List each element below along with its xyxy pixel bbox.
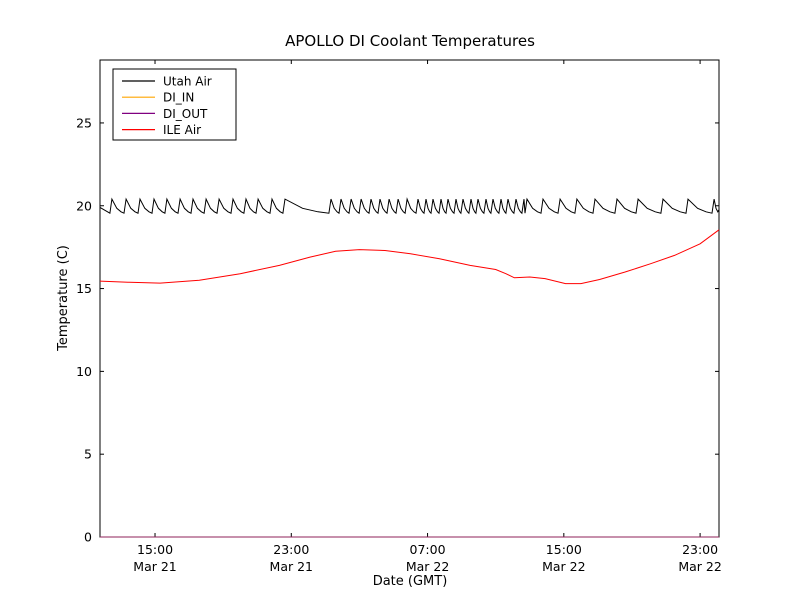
legend-item-ile-air: ILE Air — [122, 123, 201, 137]
y-tick-label: 5 — [84, 447, 92, 462]
x-tick-label-date: Mar 21 — [270, 559, 313, 574]
legend-label-utah-air: Utah Air — [163, 75, 212, 89]
x-tick-label-date: Mar 22 — [542, 559, 585, 574]
ile-air-line — [99, 229, 720, 285]
x-tick-label-time: 15:00 — [546, 542, 582, 557]
plot-lines — [99, 197, 720, 538]
axis-ticks: 15:00 Mar 21 23:00 Mar 21 07:00 Mar 22 15:00 Ma… — [76, 60, 722, 574]
y-tick-label: 20 — [76, 198, 92, 213]
x-tick-label-time: 07:00 — [410, 542, 446, 557]
legend-item-di-in: DI_IN — [122, 91, 194, 105]
y-tick-label: 0 — [84, 530, 92, 545]
utah-air-line — [99, 197, 720, 215]
x-tick-label-time: 15:00 — [137, 542, 173, 557]
legend: Utah Air DI_IN DI_OUT ILE Air — [112, 68, 237, 141]
legend-label-ile-air: ILE Air — [163, 123, 201, 137]
y-tick-label: 25 — [76, 115, 92, 130]
legend-label-di-out: DI_OUT — [163, 107, 208, 121]
chart-title: APOLLO DI Coolant Temperatures — [285, 32, 535, 50]
x-tick-label-date: Mar 21 — [133, 559, 176, 574]
legend-item-di-out: DI_OUT — [122, 107, 208, 121]
x-axis-label: Date (GMT) — [373, 574, 448, 589]
y-tick-label: 10 — [76, 364, 92, 379]
y-axis-label: Temperature (C) — [56, 245, 71, 352]
legend-item-utah-air: Utah Air — [122, 75, 212, 89]
x-tick-label-time: 23:00 — [682, 542, 718, 557]
y-tick-label: 15 — [76, 281, 92, 296]
legend-label-di-in: DI_IN — [163, 91, 194, 105]
x-tick-label-date: Mar 22 — [678, 559, 721, 574]
x-tick-label-date: Mar 22 — [406, 559, 449, 574]
x-tick-label-time: 23:00 — [273, 542, 309, 557]
